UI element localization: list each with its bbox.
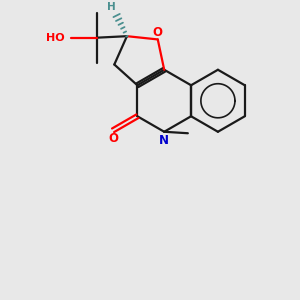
Text: N: N [159, 134, 169, 146]
Text: O: O [108, 132, 118, 145]
Text: H: H [107, 2, 116, 12]
Text: HO: HO [46, 33, 65, 43]
Text: O: O [152, 26, 162, 39]
